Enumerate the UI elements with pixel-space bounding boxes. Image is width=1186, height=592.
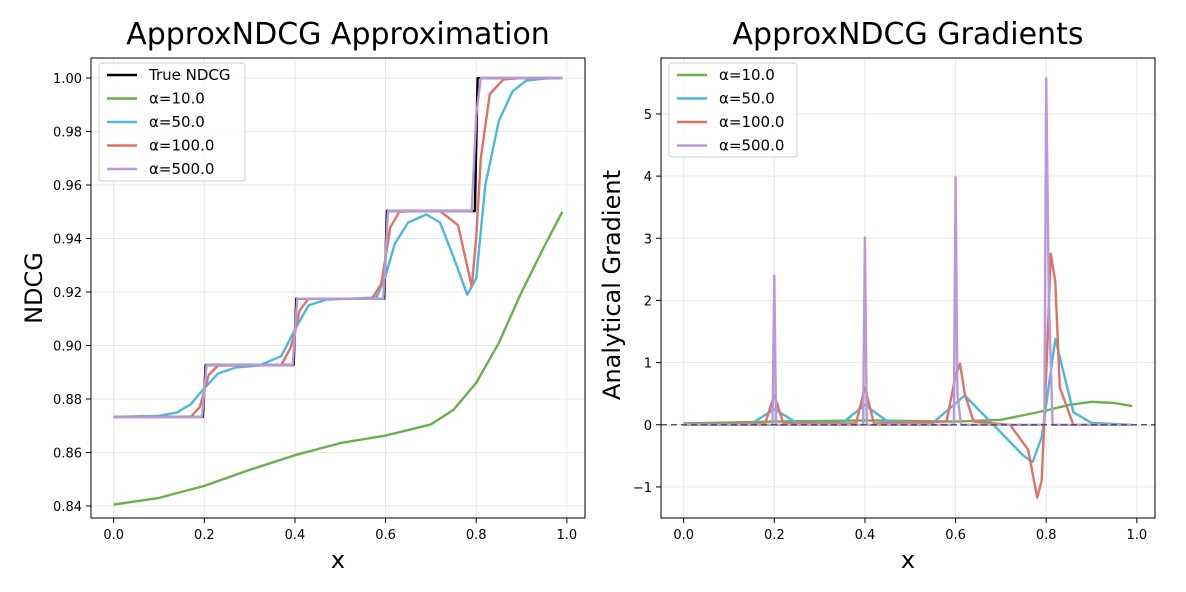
x-tick-label: 0.8 (466, 528, 487, 543)
x-tick-label: 0.4 (285, 528, 306, 543)
legend: α=10.0 α=50.0 α=100.0 α=500.0 (668, 62, 798, 158)
y-tick-label: 0.88 (53, 393, 82, 408)
series-line-alpha-10-0 (683, 400, 1133, 425)
y-tick-label: 0.92 (53, 286, 82, 301)
plot-frame (90, 57, 586, 519)
x-tick-label: 0.8 (1036, 528, 1057, 543)
y-tick-label: 1 (644, 357, 652, 372)
series-line-alpha-500-0 (113, 76, 563, 419)
series-line-alpha-100-0 (683, 252, 1133, 499)
y-tick-label: 0.98 (53, 126, 82, 141)
y-axis-label: Analytical Gradient (598, 170, 626, 400)
y-tick-label: 2 (644, 294, 652, 309)
x-axis-label: x (331, 546, 345, 574)
legend-label-alpha-10-0: α=10.0 (149, 90, 205, 108)
x-tick-label: 0.6 (945, 528, 966, 543)
legend-box (98, 62, 246, 182)
legend-label-alpha-50-0: α=50.0 (149, 113, 205, 131)
x-tick-label: 0.2 (194, 528, 215, 543)
legend-label-alpha-500-0: α=500.0 (719, 137, 784, 155)
series-line-alpha-10-0 (113, 211, 564, 506)
y-tick-label: 0.94 (53, 233, 82, 248)
series-line-alpha-50-0 (113, 76, 563, 419)
y-tick-label: 0.84 (53, 500, 82, 515)
legend: True NDCG α=10.0 α=50.0 α=100.0 α=500.0 (98, 62, 246, 182)
series-line-alpha-500-0 (683, 77, 1133, 426)
x-tick-label: 0.0 (673, 528, 694, 543)
legend-label-alpha-50-0: α=50.0 (719, 90, 775, 108)
y-tick-label: 0.90 (53, 340, 82, 355)
y-tick-label: 0.86 (53, 446, 82, 461)
x-tick-label: 0.2 (764, 528, 785, 543)
series-line-alpha-100-0 (113, 76, 563, 419)
y-tick-label: 1.00 (53, 72, 82, 87)
plot-frame (660, 57, 1156, 519)
ndcg-approximation-chart: ApproxNDCG Approximation 0.0 0.2 0.4 0.6 0.8… (20, 17, 586, 574)
y-axis-label: NDCG (20, 252, 48, 324)
y-tick-label: 0 (644, 419, 652, 434)
x-tick-label: 0.4 (855, 528, 876, 543)
y-tick-label: −1 (633, 481, 652, 496)
x-tick-label: 1.0 (557, 528, 578, 543)
chart-title: ApproxNDCG Approximation (126, 17, 550, 52)
legend-label-alpha-500-0: α=500.0 (149, 160, 214, 178)
x-tick-label: 0.6 (375, 528, 396, 543)
legend-label-alpha-100-0: α=100.0 (719, 113, 784, 131)
chart-title: ApproxNDCG Gradients (733, 17, 1084, 52)
legend-box (668, 62, 798, 158)
x-axis-label: x (901, 546, 915, 574)
y-tick-label: 0.96 (53, 179, 82, 194)
legend-label-alpha-100-0: α=100.0 (149, 137, 214, 155)
y-tick-label: 4 (644, 170, 652, 185)
x-tick-label: 0.0 (103, 528, 124, 543)
ndcg-gradients-chart: ApproxNDCG Gradients 0.0 0.2 0.4 0.6 0.8 1.0 −… (598, 17, 1156, 574)
legend-label-alpha-10-0: α=10.0 (719, 66, 775, 84)
x-tick-label: 1.0 (1127, 528, 1148, 543)
y-tick-label: 3 (644, 232, 652, 247)
y-tick-label: 5 (644, 108, 652, 123)
legend-label-true-ndcg: True NDCG (148, 66, 231, 84)
